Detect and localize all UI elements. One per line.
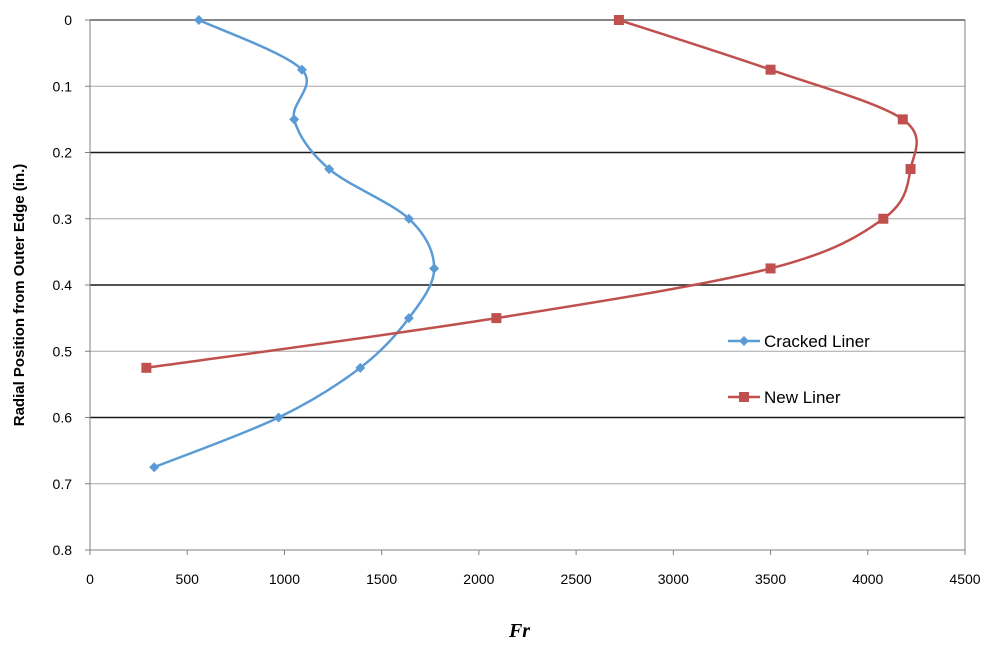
- data-point: [613, 15, 624, 25]
- data-point: [296, 64, 307, 75]
- series-new-liner: [141, 15, 918, 373]
- legend-marker: [739, 392, 749, 402]
- legend-label: Cracked Liner: [764, 332, 870, 351]
- data-point: [878, 213, 889, 224]
- x-axis-title: Fr: [508, 620, 530, 642]
- data-point: [429, 263, 440, 274]
- legend-label: New Liner: [764, 388, 841, 407]
- data-point: [289, 114, 300, 125]
- x-tick-label: 1000: [269, 571, 300, 587]
- legend-item: Cracked Liner: [728, 332, 870, 351]
- series-line: [153, 18, 436, 469]
- y-axis-ticks: 0 0.1 0.2 0.3 0.4 0.5 0.6 0.7 0.8: [53, 12, 90, 558]
- gridlines: [90, 19, 965, 551]
- data-point: [273, 412, 284, 423]
- x-tick-label: 3500: [755, 571, 786, 587]
- legend-item: New Liner: [728, 388, 841, 407]
- x-tick-label: 3000: [658, 571, 689, 587]
- x-tick-label: 1500: [366, 571, 397, 587]
- x-axis-ticks: 0 500 1000 1500 2000 2500 3000 3500 4000 4500: [86, 550, 981, 587]
- data-point: [905, 164, 916, 175]
- y-tick-label: 0.8: [53, 542, 73, 558]
- x-tick-label: 4000: [852, 571, 883, 587]
- data-point: [141, 362, 152, 373]
- y-axis-title: Radial Position from Outer Edge (in.): [11, 164, 28, 427]
- y-tick-label: 0.3: [53, 211, 73, 227]
- series-layer: [141, 15, 918, 473]
- y-tick-label: 0.5: [53, 343, 73, 359]
- data-point: [403, 213, 414, 224]
- y-tick-label: 0.1: [53, 78, 73, 94]
- x-tick-label: 2500: [561, 571, 592, 587]
- x-tick-label: 500: [176, 571, 200, 587]
- data-point: [324, 164, 335, 175]
- y-tick-label: 0.2: [53, 145, 73, 161]
- y-tick-label: 0: [64, 12, 72, 28]
- series-cracked-liner: [149, 15, 440, 473]
- series-line: [146, 18, 918, 370]
- data-point: [193, 15, 204, 25]
- y-tick-label: 0.4: [53, 277, 73, 293]
- data-point: [491, 313, 502, 324]
- x-tick-label: 4500: [949, 571, 980, 587]
- y-tick-label: 0.7: [53, 476, 73, 492]
- data-point: [765, 64, 776, 75]
- y-tick-label: 0.6: [53, 410, 73, 426]
- x-tick-label: 2000: [463, 571, 494, 587]
- legend-marker: [739, 336, 749, 346]
- legend: Cracked Liner New Liner: [728, 332, 870, 407]
- x-tick-label: 0: [86, 571, 94, 587]
- data-point: [149, 462, 160, 473]
- data-point: [355, 362, 366, 373]
- data-point: [403, 313, 414, 324]
- data-point: [765, 263, 776, 274]
- data-point: [897, 114, 908, 125]
